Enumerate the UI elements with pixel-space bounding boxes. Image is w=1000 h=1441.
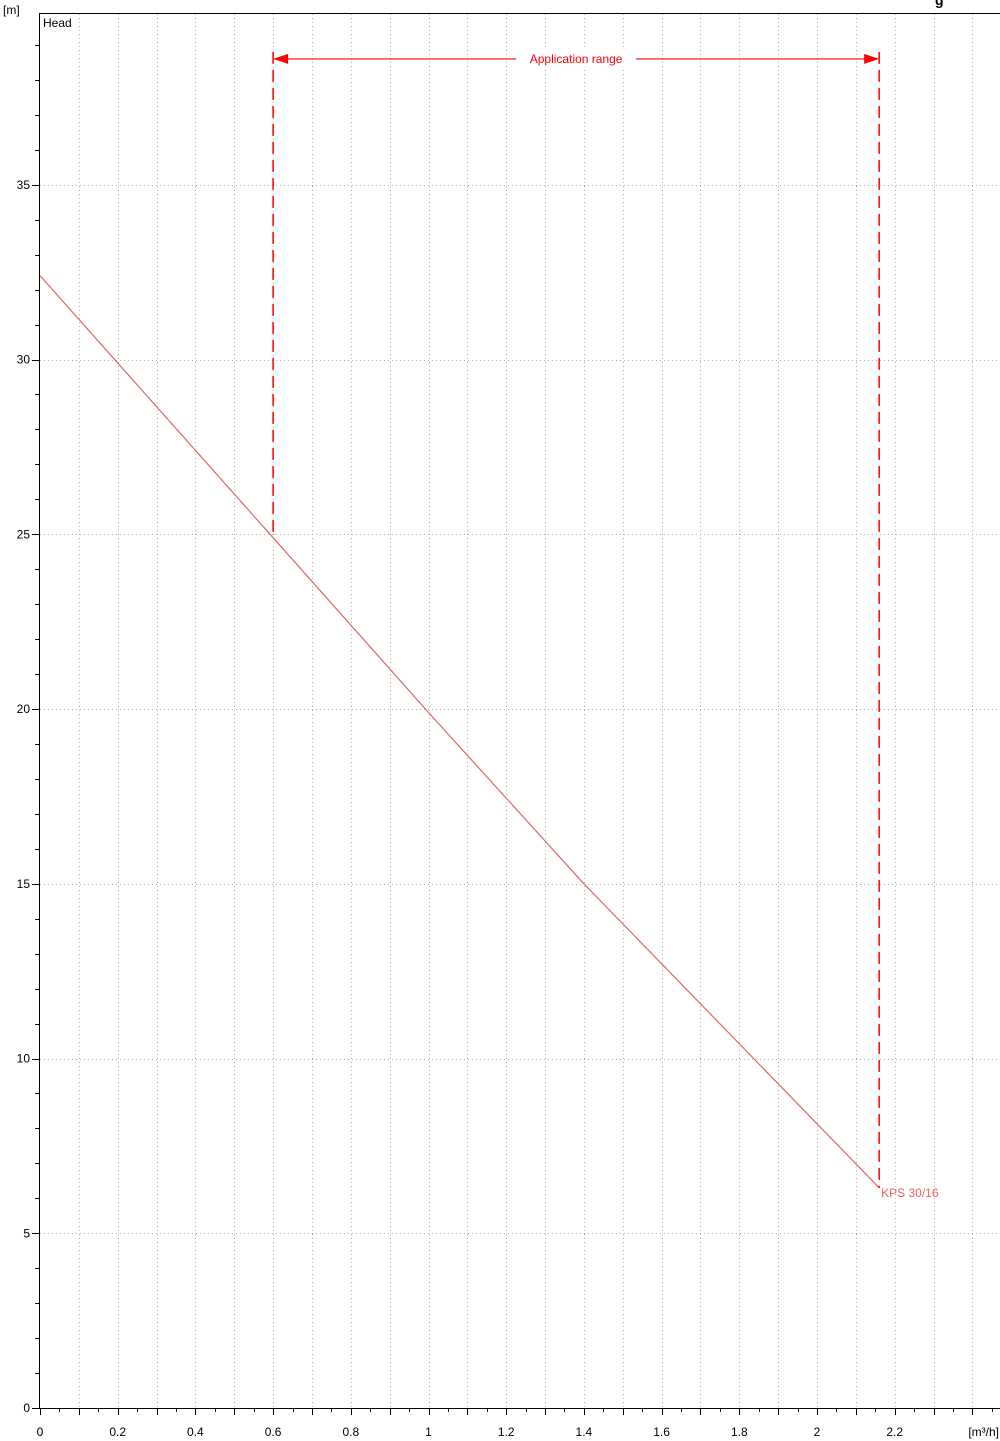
x-tick-labels: 0 0.2 0.4 0.6 0.8 1 1.2 1.4 1.6 1.8 2 2.2: [37, 1425, 904, 1439]
x-tick-label: 0: [37, 1425, 44, 1439]
x-tick-label: 0.8: [342, 1425, 359, 1439]
series-label: KPS 30/16: [881, 1186, 939, 1200]
y-tick-label: 30: [17, 353, 31, 367]
corner-title-fragment: g: [935, 0, 944, 8]
x-tick-label: 1.4: [576, 1425, 593, 1439]
y-unit-label: [m]: [3, 3, 20, 17]
series-layer: KPS 30/16: [39, 275, 939, 1200]
application-range-annotation: Application range: [272, 49, 880, 1188]
x-tick-label: 0.2: [109, 1425, 126, 1439]
range-label: Application range: [530, 52, 623, 66]
x-tick-label: 1.2: [498, 1425, 515, 1439]
y-axis-title: Head: [43, 16, 72, 30]
x-tick-label: 2: [814, 1425, 821, 1439]
x-tick-label: 0.4: [187, 1425, 204, 1439]
y-tick-labels: 0 5 10 15 20 25 30 35: [17, 178, 31, 1415]
grid-lines: [40, 14, 1000, 1408]
y-tick-label: 5: [23, 1226, 30, 1240]
x-tick-label: 2.2: [886, 1425, 903, 1439]
x-unit-label: [m³/h]: [968, 1425, 999, 1439]
x-tick-label: 1.8: [731, 1425, 748, 1439]
y-tick-label: 15: [17, 877, 31, 891]
axes: [39, 13, 1000, 1409]
series-line-kps-30-16: [39, 275, 880, 1189]
minor-ticks: [32, 45, 993, 1415]
x-tick-label: 1.6: [653, 1425, 670, 1439]
range-arrowhead-left: [273, 53, 289, 64]
x-tick-label: 1: [425, 1425, 432, 1439]
range-label-background: [516, 49, 637, 68]
y-tick-label: 25: [17, 527, 31, 541]
y-tick-label: 35: [17, 178, 31, 192]
y-tick-label: 0: [23, 1401, 30, 1415]
y-tick-label: 10: [17, 1052, 31, 1066]
x-tick-label: 0.6: [265, 1425, 282, 1439]
y-tick-label: 20: [17, 702, 31, 716]
range-arrowhead-right: [864, 53, 880, 64]
